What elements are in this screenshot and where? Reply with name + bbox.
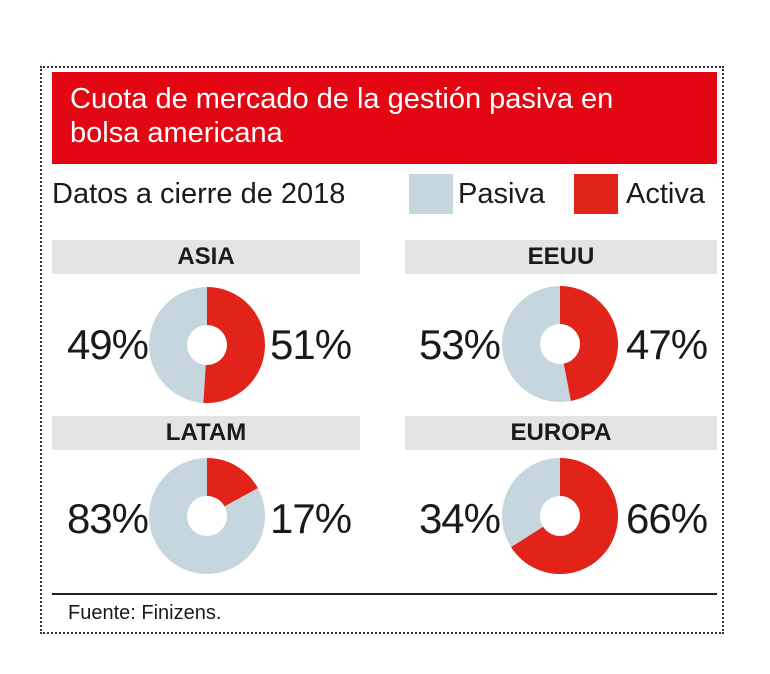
activa-slice bbox=[560, 286, 618, 401]
chart-title: Cuota de mercado de la gestión pasiva en… bbox=[70, 83, 614, 149]
panel-header-eeuu: EEUU bbox=[405, 240, 717, 274]
activa-percent-label: 47% bbox=[626, 321, 708, 368]
activa-slice bbox=[511, 458, 618, 574]
donut-chart bbox=[149, 287, 266, 403]
pasiva-slice bbox=[149, 458, 265, 574]
legend-label-activa: Activa bbox=[626, 178, 705, 210]
pasiva-percent-label: 49% bbox=[66, 321, 149, 368]
pasiva-percent-label: 34% bbox=[418, 495, 501, 542]
pasiva-slice bbox=[502, 286, 571, 402]
activa-percent-label: 51% bbox=[270, 321, 352, 368]
chart-subtitle: Datos a cierre de 2018 bbox=[52, 178, 346, 210]
legend-swatch-activa bbox=[574, 174, 618, 214]
pasiva-slice bbox=[502, 458, 560, 548]
pasiva-percent-label: 53% bbox=[418, 321, 501, 368]
activa-percent-label: 17% bbox=[270, 495, 352, 542]
legend-swatch-pasiva bbox=[409, 174, 453, 214]
graphic-frame bbox=[40, 66, 724, 634]
title-banner bbox=[52, 72, 717, 164]
activa-percent-label: 66% bbox=[626, 495, 708, 542]
source-divider bbox=[52, 593, 717, 595]
donut-chart bbox=[502, 458, 618, 574]
panel-header-latam: LATAM bbox=[52, 416, 360, 450]
panel-header-europa: EUROPA bbox=[405, 416, 717, 450]
donut-chart bbox=[149, 458, 265, 574]
panel-header-asia: ASIA bbox=[52, 240, 360, 274]
pasiva-percent-label: 83% bbox=[66, 495, 149, 542]
activa-slice bbox=[203, 287, 266, 403]
activa-slice bbox=[207, 458, 258, 507]
donut-chart bbox=[502, 286, 618, 402]
legend-label-pasiva: Pasiva bbox=[458, 178, 546, 210]
source-note: Fuente: Finizens. bbox=[68, 602, 222, 624]
pasiva-slice bbox=[149, 287, 207, 403]
